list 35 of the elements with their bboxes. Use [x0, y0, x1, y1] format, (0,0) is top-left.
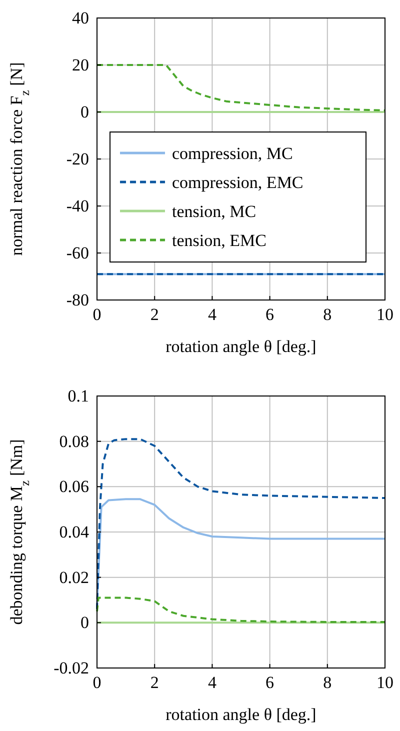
- x-tick-label: 6: [266, 673, 274, 692]
- y-tick-label: 0.02: [59, 568, 89, 587]
- legend-label: tension, EMC: [172, 231, 266, 250]
- y-tick-label: 0: [80, 102, 89, 122]
- y-tick-label: -0.02: [54, 658, 89, 678]
- x-axis-title: rotation angle θ [deg.]: [166, 705, 316, 724]
- x-tick-label: 0: [92, 673, 102, 692]
- x-tick-label: 2: [150, 305, 159, 324]
- y-tick-label: 20: [72, 55, 89, 74]
- line-series: [96, 438, 386, 610]
- y-tick-label: 40: [72, 8, 89, 28]
- y-tick-label: 0.06: [59, 477, 89, 496]
- x-tick-label: 8: [323, 305, 332, 324]
- y-tick-label: 0.08: [59, 432, 89, 451]
- legend-label: compression, EMC: [172, 173, 304, 192]
- y-tick-label: -60: [66, 243, 89, 262]
- x-tick-label: 10: [376, 305, 394, 324]
- line-series: [96, 64, 386, 112]
- y-tick-label: -40: [66, 196, 89, 216]
- line-series: [96, 596, 386, 623]
- legend-label: compression, MC: [172, 144, 293, 163]
- x-tick-label: 2: [150, 673, 159, 692]
- x-tick-label: 4: [208, 673, 217, 692]
- x-axis-title: rotation angle θ [deg.]: [166, 337, 316, 356]
- y-tick-label: -20: [66, 149, 89, 168]
- x-tick-label: 6: [266, 305, 274, 324]
- x-tick-label: 0: [92, 305, 102, 324]
- x-tick-label: 4: [208, 305, 217, 324]
- x-tick-label: 8: [323, 673, 332, 692]
- y-tick-label: 0.1: [68, 386, 89, 406]
- y-tick-label: 0: [80, 613, 89, 632]
- x-tick-label: 10: [376, 673, 394, 692]
- legend-label: tension, MC: [172, 202, 256, 221]
- y-tick-label: -80: [66, 290, 89, 310]
- y-tick-label: 0.04: [59, 522, 90, 542]
